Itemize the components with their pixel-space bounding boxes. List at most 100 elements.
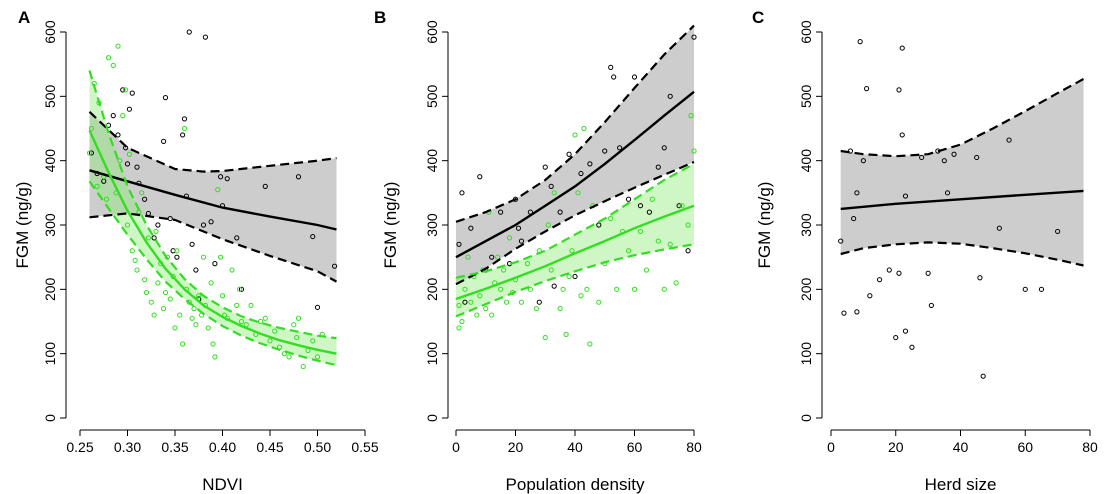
- data-point: [456, 325, 462, 331]
- data-point: [896, 270, 902, 276]
- data-point: [218, 254, 224, 260]
- data-point: [295, 174, 302, 180]
- data-point: [300, 363, 306, 370]
- data-point: [120, 113, 126, 119]
- data-point: [88, 150, 95, 156]
- x-tick-label: 0.50: [304, 439, 331, 455]
- data-point: [637, 203, 644, 209]
- data-point: [1055, 228, 1061, 235]
- data-point: [219, 293, 226, 299]
- data-point: [196, 293, 202, 299]
- x-tick-label: 0: [452, 439, 460, 455]
- data-point: [468, 225, 474, 231]
- data-point: [151, 312, 157, 318]
- points-b-0: [456, 34, 697, 305]
- panel-label: C: [752, 8, 764, 27]
- y-axis-label: FGM (ng/g): [13, 182, 32, 269]
- x-axis-label: Population density: [506, 475, 645, 494]
- data-point: [841, 310, 847, 316]
- data-point: [200, 254, 207, 260]
- x-tick-label: 40: [567, 439, 583, 455]
- data-point: [215, 187, 221, 193]
- data-point: [234, 302, 240, 309]
- data-point: [608, 64, 614, 70]
- data-point: [667, 93, 673, 99]
- data-point: [661, 286, 667, 292]
- y-tick-label: 0: [424, 414, 440, 422]
- data-point: [310, 233, 316, 240]
- data-point: [977, 275, 983, 281]
- data-point: [893, 334, 899, 341]
- data-point: [489, 312, 495, 318]
- data-point: [643, 267, 650, 273]
- data-point: [941, 158, 947, 164]
- data-point: [262, 183, 268, 189]
- data-point: [474, 312, 480, 318]
- data-point: [332, 263, 338, 269]
- data-point: [189, 241, 195, 247]
- data-point: [637, 228, 644, 235]
- data-point: [655, 238, 661, 244]
- data-point: [566, 273, 572, 280]
- x-tick-label: 0.35: [161, 439, 188, 455]
- data-point: [563, 331, 569, 337]
- data-point: [489, 254, 495, 260]
- ci-upper-a-1: [88, 70, 337, 340]
- data-point: [685, 222, 691, 228]
- y-tick-label: 500: [42, 84, 58, 108]
- y-tick-label: 300: [424, 213, 440, 237]
- data-point: [238, 318, 245, 325]
- data-point: [631, 286, 638, 292]
- data-point: [851, 215, 857, 222]
- data-point: [186, 29, 192, 35]
- data-point: [838, 238, 844, 244]
- data-point: [854, 190, 860, 196]
- y-tick-label: 500: [424, 84, 440, 108]
- data-point: [124, 222, 131, 228]
- data-point: [202, 34, 208, 40]
- y-tick-label: 600: [42, 20, 58, 44]
- data-point: [886, 267, 892, 273]
- data-point: [864, 86, 870, 92]
- data-point: [459, 318, 465, 325]
- data-point: [495, 254, 501, 260]
- data-point: [515, 225, 522, 231]
- y-tick-label: 0: [798, 414, 814, 422]
- data-point: [551, 283, 557, 289]
- x-tick-label: 60: [1017, 439, 1033, 455]
- ci-upper-b-0: [455, 24, 695, 223]
- data-point: [134, 267, 140, 273]
- data-point: [867, 293, 873, 299]
- data-point: [229, 267, 235, 273]
- data-point: [143, 289, 150, 296]
- data-point: [145, 235, 151, 241]
- data-point: [456, 241, 462, 247]
- data-point: [468, 299, 474, 305]
- ci-lower-c-0: [840, 241, 1084, 267]
- x-tick-label: 0.40: [209, 439, 236, 455]
- data-point: [545, 222, 551, 228]
- data-point: [291, 322, 297, 328]
- x-axis-label: Herd size: [925, 475, 997, 494]
- data-point: [191, 306, 197, 312]
- data-point: [142, 196, 148, 202]
- x-tick-label: 20: [888, 439, 904, 455]
- ci-band-b-0: [456, 25, 694, 285]
- y-tick-label: 500: [798, 84, 814, 108]
- ci-lower-b-0: [455, 160, 695, 286]
- x-tick-label: 0: [827, 439, 835, 455]
- data-point: [1006, 137, 1012, 143]
- data-point: [557, 306, 563, 312]
- data-point: [208, 219, 214, 225]
- x-axis-label: NDVI: [202, 475, 243, 494]
- data-point: [234, 235, 240, 241]
- data-point: [566, 151, 572, 157]
- data-point: [542, 334, 548, 341]
- data-point: [477, 293, 483, 299]
- fit-line-b-0: [455, 90, 695, 259]
- data-point: [560, 286, 566, 292]
- data-point: [139, 190, 145, 196]
- data-point: [518, 238, 525, 244]
- y-tick-label: 400: [424, 149, 440, 173]
